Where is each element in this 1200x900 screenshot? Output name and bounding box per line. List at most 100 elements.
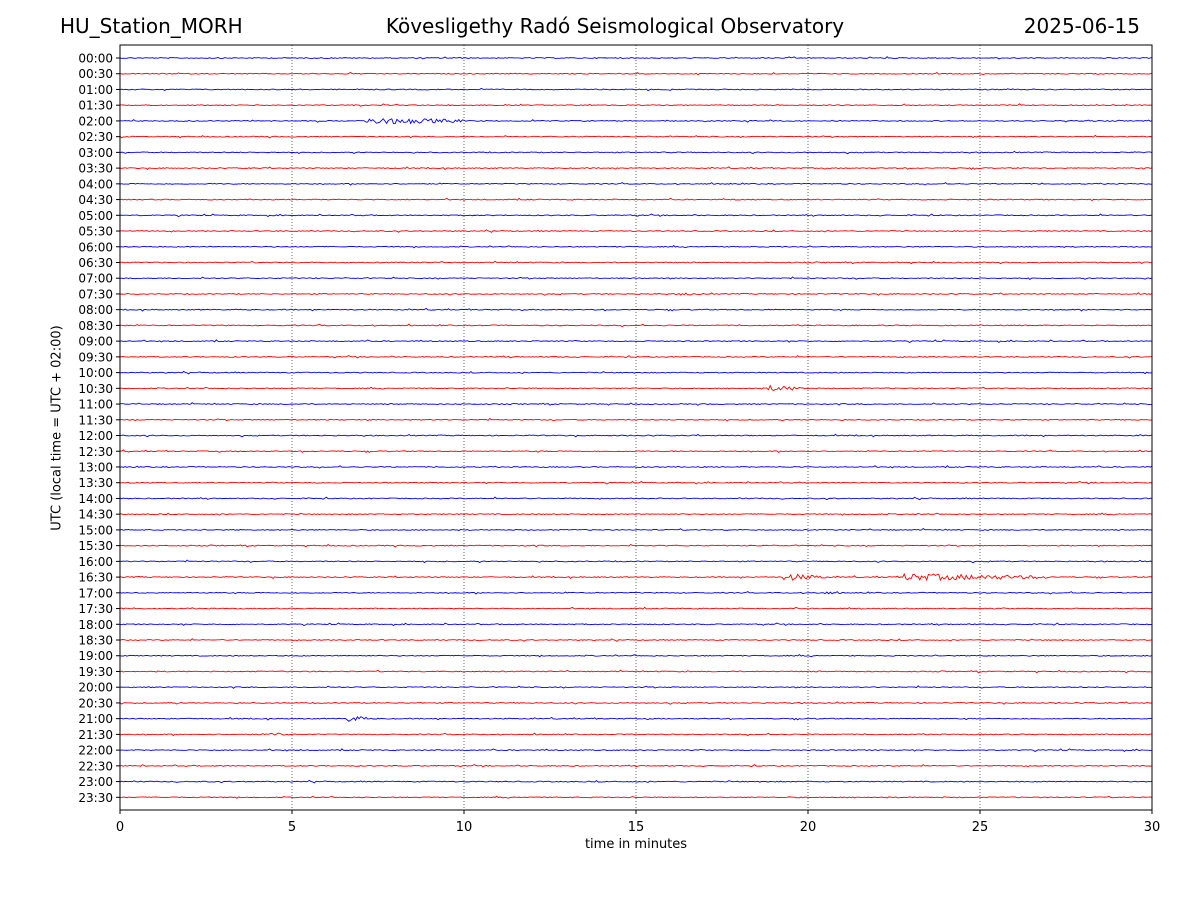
trace-0700 bbox=[119, 276, 1153, 280]
y-tick-label: 16:30 bbox=[78, 571, 113, 585]
y-tick-label: 22:00 bbox=[78, 744, 113, 758]
x-tick-label: 5 bbox=[288, 820, 296, 835]
x-tick-label: 20 bbox=[800, 820, 817, 835]
trace-1100 bbox=[119, 402, 1153, 406]
y-tick-label: 10:00 bbox=[78, 366, 113, 380]
y-tick-label: 06:00 bbox=[78, 240, 113, 254]
trace-2100 bbox=[119, 716, 1153, 722]
trace-0300 bbox=[119, 150, 1153, 155]
trace-1630 bbox=[119, 572, 1153, 582]
y-tick-label: 05:00 bbox=[78, 209, 113, 223]
trace-2230 bbox=[119, 763, 1153, 768]
traces bbox=[119, 56, 1153, 799]
trace-1500 bbox=[119, 528, 1153, 532]
trace-0930 bbox=[119, 354, 1153, 359]
chart-title: Kövesligethy Radó Seismological Observat… bbox=[385, 14, 845, 38]
y-tick-label: 06:30 bbox=[78, 256, 113, 270]
y-tick-label: 09:00 bbox=[78, 335, 113, 349]
x-tick-label: 25 bbox=[972, 820, 989, 835]
trace-2030 bbox=[119, 701, 1153, 705]
trace-1530 bbox=[119, 544, 1153, 548]
y-tick-label: 10:30 bbox=[78, 382, 113, 396]
trace-0030 bbox=[119, 71, 1153, 76]
trace-2000 bbox=[119, 685, 1153, 689]
trace-1830 bbox=[119, 638, 1153, 642]
y-tick-label: 07:30 bbox=[78, 287, 113, 301]
trace-1600 bbox=[119, 559, 1153, 564]
trace-0830 bbox=[119, 323, 1153, 328]
trace-0500 bbox=[119, 213, 1153, 218]
trace-0730 bbox=[119, 292, 1153, 296]
trace-1230 bbox=[119, 449, 1153, 454]
y-tick-label: 19:30 bbox=[78, 665, 113, 679]
x-tick-label: 0 bbox=[116, 820, 124, 835]
y-tick-label: 03:30 bbox=[78, 162, 113, 176]
y-tick-label: 11:30 bbox=[78, 413, 113, 427]
trace-1000 bbox=[119, 370, 1153, 375]
trace-2330 bbox=[119, 795, 1153, 799]
trace-0800 bbox=[119, 307, 1153, 312]
trace-0530 bbox=[119, 229, 1153, 233]
y-tick-label: 23:30 bbox=[78, 791, 113, 805]
trace-0400 bbox=[119, 182, 1153, 186]
trace-1430 bbox=[119, 512, 1153, 516]
y-tick-label: 22:30 bbox=[78, 759, 113, 773]
x-tick-label: 30 bbox=[1144, 820, 1161, 835]
y-tick-label: 20:30 bbox=[78, 696, 113, 710]
y-tick-label: 01:00 bbox=[78, 83, 113, 97]
y-tick-label: 14:00 bbox=[78, 492, 113, 506]
trace-2130 bbox=[119, 732, 1153, 737]
y-tick-label: 08:30 bbox=[78, 319, 113, 333]
y-tick-label: 13:00 bbox=[78, 460, 113, 474]
y-tick-label: 00:30 bbox=[78, 67, 113, 81]
y-tick-label: 17:00 bbox=[78, 586, 113, 600]
station-name: HU_Station_MORH bbox=[60, 14, 243, 38]
y-tick-label: 21:00 bbox=[78, 712, 113, 726]
y-tick-label: 20:00 bbox=[78, 681, 113, 695]
y-tick-label: 02:30 bbox=[78, 130, 113, 144]
trace-0630 bbox=[119, 260, 1153, 265]
y-tick-label: 18:00 bbox=[78, 618, 113, 632]
y-tick-label: 21:30 bbox=[78, 728, 113, 742]
trace-2300 bbox=[119, 779, 1153, 784]
y-tick-label: 15:00 bbox=[78, 523, 113, 537]
trace-0200 bbox=[119, 118, 1153, 125]
trace-0130 bbox=[119, 103, 1153, 107]
plot-background bbox=[120, 45, 1152, 810]
x-axis-label: time in minutes bbox=[584, 837, 688, 852]
y-tick-label: 05:30 bbox=[78, 225, 113, 239]
trace-1900 bbox=[119, 654, 1153, 658]
trace-1400 bbox=[119, 496, 1153, 501]
y-tick-label: 09:30 bbox=[78, 350, 113, 364]
y-tick-label: 07:00 bbox=[78, 272, 113, 286]
trace-1330 bbox=[119, 480, 1153, 485]
trace-1700 bbox=[119, 591, 1153, 595]
y-tick-label: 12:30 bbox=[78, 445, 113, 459]
y-tick-label: 03:00 bbox=[78, 146, 113, 160]
x-tick-label: 10 bbox=[456, 820, 473, 835]
y-tick-label: 04:00 bbox=[78, 177, 113, 191]
trace-0600 bbox=[119, 245, 1153, 249]
y-tick-label: 02:00 bbox=[78, 114, 113, 128]
y-tick-label: 15:30 bbox=[78, 539, 113, 553]
y-tick-label: 16:00 bbox=[78, 555, 113, 569]
trace-1930 bbox=[119, 669, 1153, 674]
y-tick-label: 11:00 bbox=[78, 398, 113, 412]
trace-1730 bbox=[119, 606, 1153, 610]
y-tick-label: 19:00 bbox=[78, 649, 113, 663]
trace-0230 bbox=[119, 134, 1153, 139]
trace-0900 bbox=[119, 339, 1153, 343]
trace-1800 bbox=[119, 622, 1153, 627]
trace-0100 bbox=[119, 87, 1153, 92]
y-tick-label: 23:00 bbox=[78, 775, 113, 789]
y-tick-label: 17:30 bbox=[78, 602, 113, 616]
y-tick-label: 18:30 bbox=[78, 634, 113, 648]
chart-date: 2025-06-15 bbox=[1023, 14, 1140, 38]
y-tick-label: 13:30 bbox=[78, 476, 113, 490]
x-tick-label: 15 bbox=[628, 820, 645, 835]
y-tick-label: 12:00 bbox=[78, 429, 113, 443]
x-axis-ticks: 0 5 10 15 20 25 30 bbox=[116, 810, 1160, 835]
y-tick-label: 04:30 bbox=[78, 193, 113, 207]
